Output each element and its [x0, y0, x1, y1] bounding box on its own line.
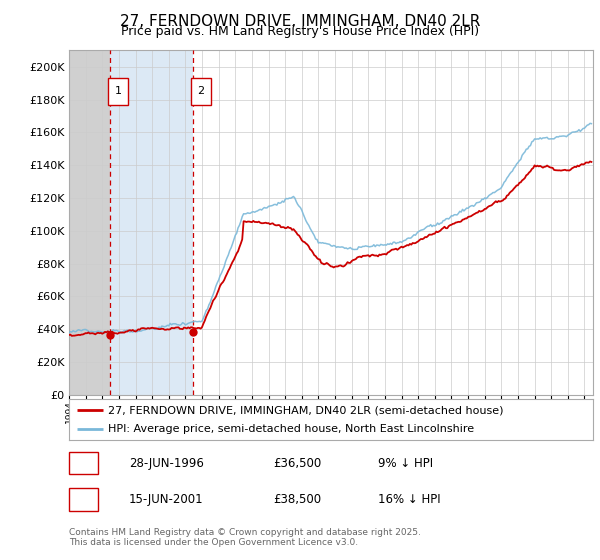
Text: 2: 2: [80, 493, 87, 506]
Text: 15-JUN-2001: 15-JUN-2001: [129, 493, 203, 506]
Text: 9% ↓ HPI: 9% ↓ HPI: [378, 456, 433, 470]
Text: 1: 1: [80, 456, 87, 470]
Text: 2: 2: [197, 86, 204, 96]
Text: HPI: Average price, semi-detached house, North East Lincolnshire: HPI: Average price, semi-detached house,…: [108, 424, 475, 433]
Text: 1: 1: [115, 86, 121, 96]
Text: £36,500: £36,500: [273, 456, 321, 470]
Text: 28-JUN-1996: 28-JUN-1996: [129, 456, 204, 470]
Text: Price paid vs. HM Land Registry's House Price Index (HPI): Price paid vs. HM Land Registry's House …: [121, 25, 479, 38]
Text: 27, FERNDOWN DRIVE, IMMINGHAM, DN40 2LR (semi-detached house): 27, FERNDOWN DRIVE, IMMINGHAM, DN40 2LR …: [108, 405, 504, 415]
Bar: [69, 50, 110, 395]
Bar: [191, 78, 211, 105]
Text: 27, FERNDOWN DRIVE, IMMINGHAM, DN40 2LR: 27, FERNDOWN DRIVE, IMMINGHAM, DN40 2LR: [120, 14, 480, 29]
Text: Contains HM Land Registry data © Crown copyright and database right 2025.
This d: Contains HM Land Registry data © Crown c…: [69, 528, 421, 547]
Text: £38,500: £38,500: [273, 493, 321, 506]
Bar: [110, 50, 193, 395]
Text: 16% ↓ HPI: 16% ↓ HPI: [378, 493, 440, 506]
Bar: [108, 78, 128, 105]
